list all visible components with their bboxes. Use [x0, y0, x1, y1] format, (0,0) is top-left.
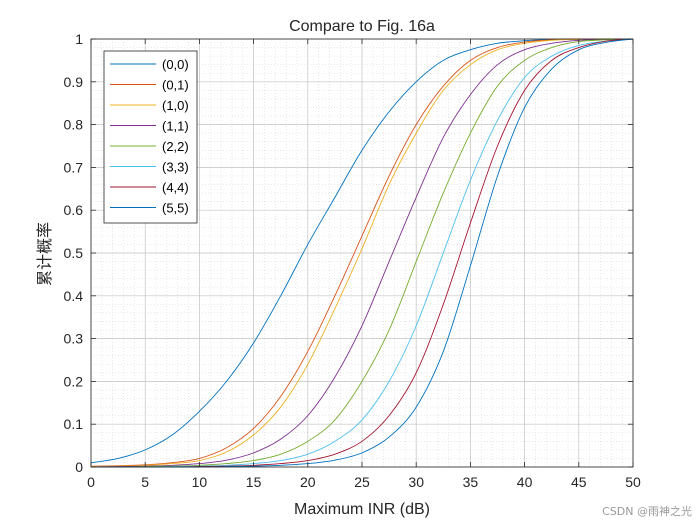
x-tick-label: 35 — [463, 474, 479, 490]
legend-entry-label: (3,3) — [162, 160, 189, 175]
axis-ticks — [90, 38, 634, 468]
x-tick-label: 50 — [625, 474, 641, 490]
y-tick-label: 0.3 — [64, 331, 84, 347]
series-line-0-1 — [90, 38, 633, 467]
legend-entry-label: (1,1) — [162, 119, 189, 134]
legend-box — [103, 50, 198, 224]
y-tick-label: 0.4 — [64, 288, 84, 304]
legend-entry-label: (4,4) — [162, 180, 189, 195]
x-tick-label: 5 — [141, 474, 149, 490]
y-tick-label: 1 — [75, 31, 83, 47]
x-tick-label: 10 — [192, 474, 208, 490]
x-tick-label: 25 — [354, 474, 370, 490]
x-axis-label: Maximum INR (dB) — [294, 501, 430, 518]
y-tick-label: 0.5 — [64, 245, 84, 261]
x-tick-labels: 0 5 10 15 20 25 30 35 40 45 50 — [87, 474, 641, 490]
chart-title: Compare to Fig. 16a — [289, 18, 435, 35]
y-tick-label: 0.2 — [64, 373, 84, 389]
x-tick-label: 15 — [246, 474, 262, 490]
x-tick-label: 40 — [517, 474, 533, 490]
legend-entry-label: (0,1) — [162, 78, 189, 93]
legend-entry-label: (2,2) — [162, 139, 189, 154]
x-tick-label: 0 — [87, 474, 95, 490]
y-tick-label: 0.9 — [64, 74, 84, 90]
y-tick-label: 0.1 — [64, 416, 84, 432]
legend-entry-label: (0,0) — [162, 57, 189, 72]
x-tick-label: 45 — [571, 474, 587, 490]
y-tick-label: 0.6 — [64, 202, 84, 218]
y-tick-label: 0.8 — [64, 117, 84, 133]
y-tick-label: 0 — [75, 459, 83, 475]
series-line-1-0 — [90, 38, 633, 468]
legend-entry-label: (5,5) — [162, 201, 189, 216]
x-tick-label: 20 — [300, 474, 316, 490]
y-axis-label: 累计概率 — [36, 222, 54, 286]
series-line-0-0 — [90, 38, 633, 464]
legend: (0,0) (0,1) (1,0) (1,1) (2,2) (3,3) (4,4) (5,5) — [103, 50, 198, 224]
series-line-1-1 — [90, 38, 634, 468]
y-tick-labels: 0 0.1 0.2 0.3 0.4 0.5 0.6 0.7 0.8 0.9 1 — [64, 31, 84, 475]
x-tick-label: 30 — [408, 474, 424, 490]
series-line-2-2 — [90, 38, 634, 468]
y-tick-label: 0.7 — [64, 159, 84, 175]
legend-entry-label: (1,0) — [162, 98, 189, 113]
series-layer — [90, 38, 634, 468]
watermark-text: CSDN @雨神之光 — [602, 505, 692, 518]
